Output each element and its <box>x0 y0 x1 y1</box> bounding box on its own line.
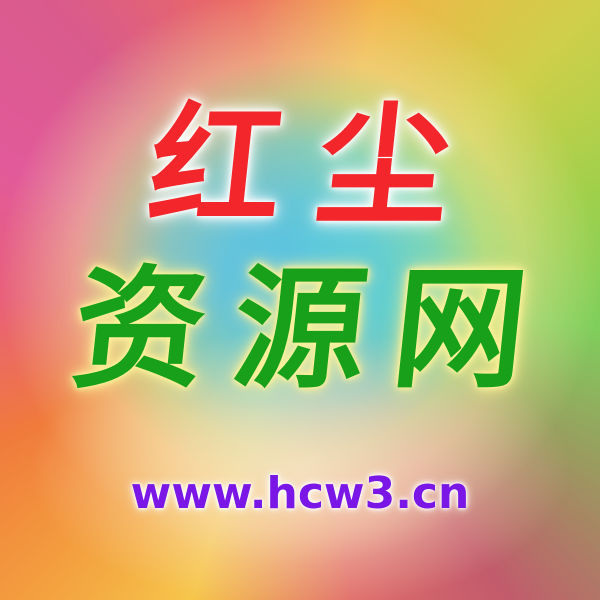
site-name-line-1: 红尘 <box>141 89 495 244</box>
site-url: www.hcw3.cn <box>130 468 470 519</box>
site-name-line-2: 资源网 <box>65 252 563 407</box>
